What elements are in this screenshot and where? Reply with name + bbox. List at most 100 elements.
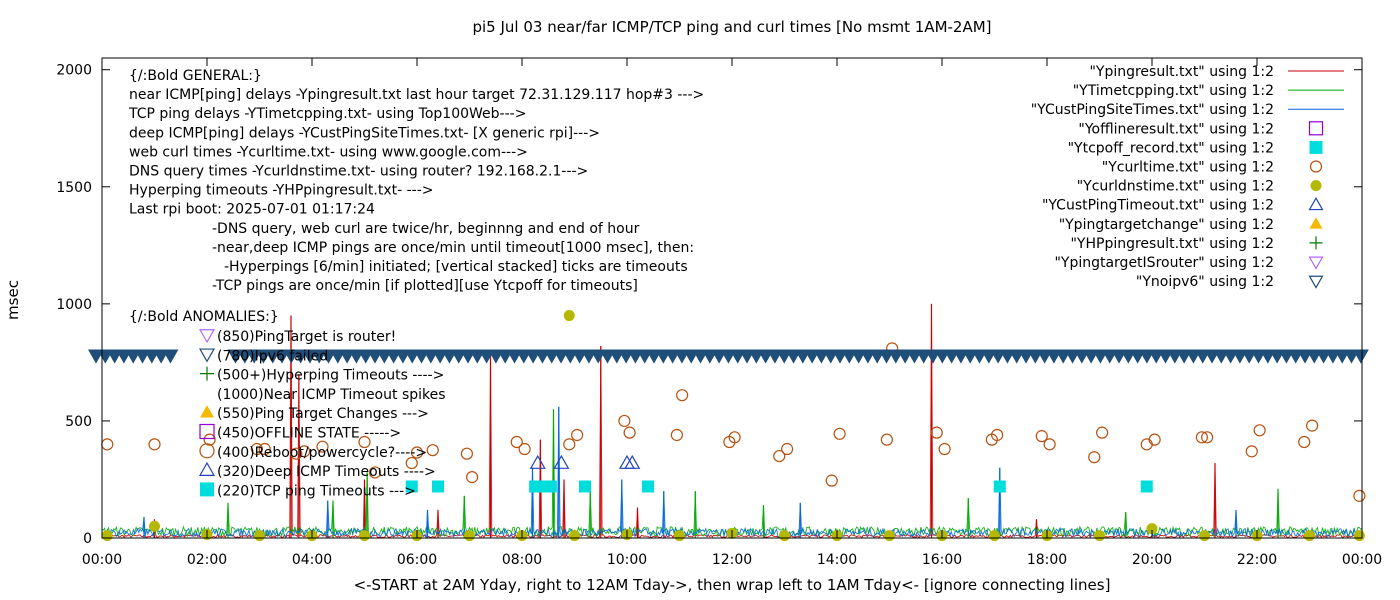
note-line-4: web curl times -Ycurltime.txt- using www… [129, 144, 528, 160]
data-point-5-19 [618, 414, 631, 428]
note-line-7: Last rpi boot: 2025-07-01 01:17:24 [129, 202, 375, 218]
data-point-5-15 [510, 435, 523, 449]
data-point-5-0 [101, 438, 114, 451]
anomaly-marker-7 [198, 461, 216, 476]
x-tick-label: 06:00 [397, 552, 437, 568]
legend-marker-4 [1309, 140, 1323, 154]
anomaly-marker-1 [198, 348, 216, 363]
note-line-11: -TCP pings are once/min [if plotted][use… [212, 278, 638, 294]
data-point-5-42 [1201, 431, 1214, 444]
anomaly-label-1: (780)Ipv6 failed [217, 348, 328, 364]
y-tick-label: 1000 [56, 297, 92, 313]
x-tick-label: 22:00 [1237, 552, 1277, 568]
data-point-4-0 [405, 480, 418, 493]
note-line-1: near ICMP[ping] delays -Ypingresult.txt … [129, 87, 704, 103]
data-point-5-45 [1298, 435, 1311, 449]
data-point-5-34 [991, 428, 1004, 442]
x-tick-label: 14:00 [817, 552, 857, 568]
y-tick-label: 1500 [56, 180, 92, 196]
x-tick-label: 04:00 [292, 552, 332, 568]
data-point-5-5 [290, 447, 303, 460]
data-point-5-18 [571, 428, 584, 442]
data-point-5-1 [148, 438, 161, 451]
data-point-5-8 [358, 435, 371, 449]
legend-label-4: "Ytcpoff_record.txt" using 1:2 [1068, 140, 1274, 156]
data-point-4-5 [579, 480, 591, 493]
legend-label-9: "YHPpingresult.txt" using 1:2 [1070, 236, 1274, 252]
data-point-6-18 [989, 530, 1000, 542]
y-tick-label: 2000 [56, 63, 92, 79]
note-line-9: -near,deep ICMP pings are once/min until… [212, 240, 694, 256]
data-point-5-4 [258, 442, 271, 456]
note-line-3: deep ICMP[ping] delays -YCustPingSiteTim… [129, 125, 600, 141]
data-point-6-22 [1199, 530, 1210, 542]
legend-marker-7 [1308, 196, 1324, 211]
data-point-7-1 [553, 454, 570, 469]
data-point-5-2 [203, 433, 216, 446]
data-point-5-6 [298, 445, 311, 458]
data-point-4-7 [993, 480, 1006, 493]
data-point-7-2 [618, 454, 636, 469]
data-point-5-35 [1035, 430, 1048, 443]
data-point-5-22 [676, 389, 689, 402]
legend-label-10: "YpingtargetISrouter" using 1:2 [1054, 255, 1274, 271]
data-point-6-1 [149, 520, 160, 532]
data-point-6-20 [1094, 530, 1105, 542]
data-point-4-4 [544, 480, 557, 493]
data-point-5-44 [1253, 424, 1266, 437]
chart-title: pi5 Jul 03 near/far ICMP/TCP ping and cu… [472, 18, 991, 36]
legend-label-3: "Yofflineresult.txt" using 1:2 [1078, 121, 1274, 137]
data-point-4-6 [642, 480, 654, 493]
legend-label-11: "Ynoipv6" using 1:2 [1136, 274, 1274, 290]
data-point-5-9 [368, 466, 382, 479]
x-tick-label: 02:00 [187, 552, 227, 568]
data-point-5-27 [825, 474, 838, 487]
anomaly-label-2: (500+)Hyperping Timeouts ----> [217, 368, 444, 384]
data-point-5-43 [1245, 445, 1258, 458]
anomaly-marker-8 [200, 482, 214, 497]
legend-marker-3 [1308, 121, 1324, 136]
ipv6-fail-marker [162, 349, 179, 364]
data-point-4-8 [1140, 480, 1153, 493]
data-point-6-5 [359, 530, 370, 542]
data-point-4-2 [529, 480, 542, 493]
data-point-5-46 [1306, 419, 1319, 432]
x-axis-label: <-START at 2AM Yday, right to 12AM Tday-… [354, 576, 1111, 594]
legend-label-2: "YCustPingSiteTimes.txt" using 1:2 [1031, 102, 1274, 118]
x-tick-label: 18:00 [1027, 552, 1067, 568]
x-tick-label: 00:00 [82, 552, 122, 568]
data-point-5-47 [1353, 489, 1366, 502]
data-point-5-40 [1148, 433, 1161, 446]
anomaly-marker-4 [200, 405, 214, 418]
data-point-5-28 [833, 427, 846, 440]
legend-marker-8 [1309, 217, 1323, 229]
data-point-6-21 [1146, 523, 1158, 535]
x-tick-label: 20:00 [1132, 552, 1172, 568]
anomaly-label-0: (850)PingTarget is router! [217, 329, 396, 345]
data-point-5-32 [938, 442, 951, 456]
data-point-6-24 [1304, 530, 1315, 542]
data-point-5-10 [405, 456, 418, 470]
note-line-6: Hyperping timeouts -YHPpingresult.txt- -… [129, 183, 434, 199]
note-line-10: -Hyperpings [6/min] initiated; [vertical… [224, 259, 688, 275]
legend-marker-9 [1309, 236, 1323, 250]
legend-label-1: "YTimetcpping.txt" using 1:2 [1073, 83, 1274, 99]
data-point-5-38 [1096, 426, 1109, 439]
anomaly-label-8: (220)TCP ping Timeouts ---> [217, 483, 416, 499]
data-point-5-24 [728, 431, 741, 444]
anomaly-label-4: (550)Ping Target Changes ---> [217, 406, 429, 422]
data-point-6-3 [254, 530, 265, 542]
data-point-6-0 [101, 530, 113, 542]
data-point-7-3 [624, 454, 641, 469]
legend-marker-5 [1309, 160, 1323, 173]
note-line-0: {/:Bold GENERAL:} [129, 68, 262, 84]
anomaly-marker-2 [200, 366, 214, 381]
data-point-5-31 [930, 426, 943, 439]
plot-area: 0 500 1000 1500 2000 00:00 02:00 04:00 06:00 08:0… [56, 57, 1382, 568]
legend: "Ypingresult.txt" using 1:2 "YTimetcpping… [1031, 64, 1344, 290]
data-point-6-7 [464, 530, 475, 542]
legend-label-5: "Ycurltime.txt" using 1:2 [1102, 160, 1274, 176]
data-point-5-7 [316, 440, 329, 453]
y-tick-label: 0 [83, 531, 92, 547]
